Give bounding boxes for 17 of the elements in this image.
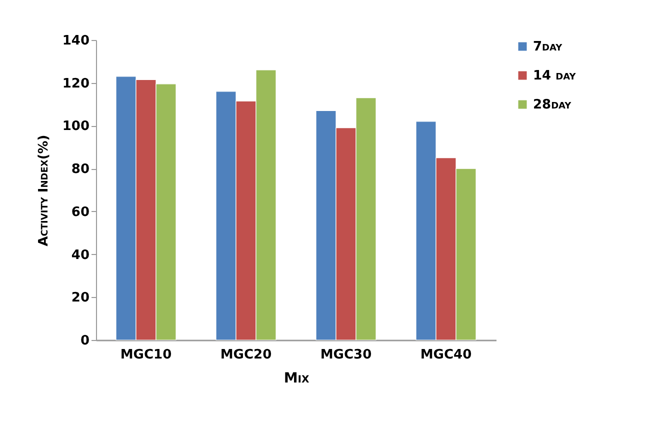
x-tick-label: MGC20: [220, 348, 272, 362]
x-tick-label: MGC40: [420, 348, 472, 362]
y-tick-label: 100: [62, 119, 90, 134]
y-tick-label: 0: [80, 334, 90, 348]
y-tick-label: 40: [71, 248, 90, 263]
x-tick-label: MGC30: [320, 348, 372, 362]
y-tick-label: 60: [71, 204, 90, 220]
legend-label: 28day: [533, 98, 572, 112]
y-tick-label: 140: [62, 34, 90, 48]
x-tick-label: MGC10: [120, 348, 172, 362]
y-axis-title: Activity Index(%): [36, 134, 52, 246]
legend-label: 7day: [533, 40, 563, 54]
legend-label: 14 day: [533, 68, 576, 84]
y-tick-label: 80: [71, 162, 90, 178]
y-tick-label: 20: [71, 290, 90, 306]
x-axis-title: Mix: [284, 370, 310, 386]
y-tick-label: 120: [62, 76, 90, 92]
